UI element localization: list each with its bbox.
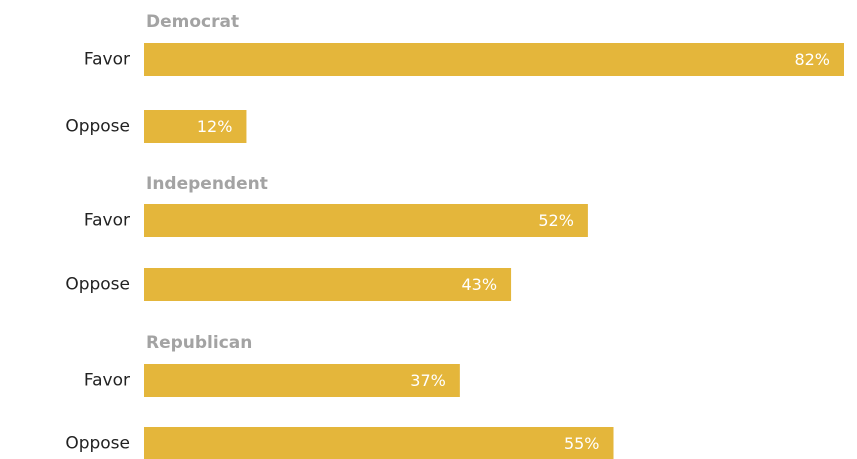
value-label: 82% xyxy=(794,50,830,69)
bar xyxy=(144,364,460,397)
category-label: Favor xyxy=(84,50,130,70)
group-label: Democrat xyxy=(146,12,239,32)
value-label: 55% xyxy=(564,434,600,453)
group-label: Republican xyxy=(146,333,252,353)
group-label: Independent xyxy=(146,174,268,194)
value-label: 12% xyxy=(197,117,233,136)
value-label: 43% xyxy=(462,275,498,294)
bar xyxy=(144,427,614,459)
category-label: Oppose xyxy=(65,275,130,295)
value-label: 37% xyxy=(410,371,446,390)
bar xyxy=(144,204,588,237)
bar xyxy=(144,43,844,76)
bar xyxy=(144,268,512,301)
bar xyxy=(144,110,247,143)
category-label: Favor xyxy=(84,211,130,231)
category-label: Oppose xyxy=(65,117,130,137)
value-label: 52% xyxy=(538,211,574,230)
category-label: Oppose xyxy=(65,434,130,454)
category-label: Favor xyxy=(84,371,130,391)
